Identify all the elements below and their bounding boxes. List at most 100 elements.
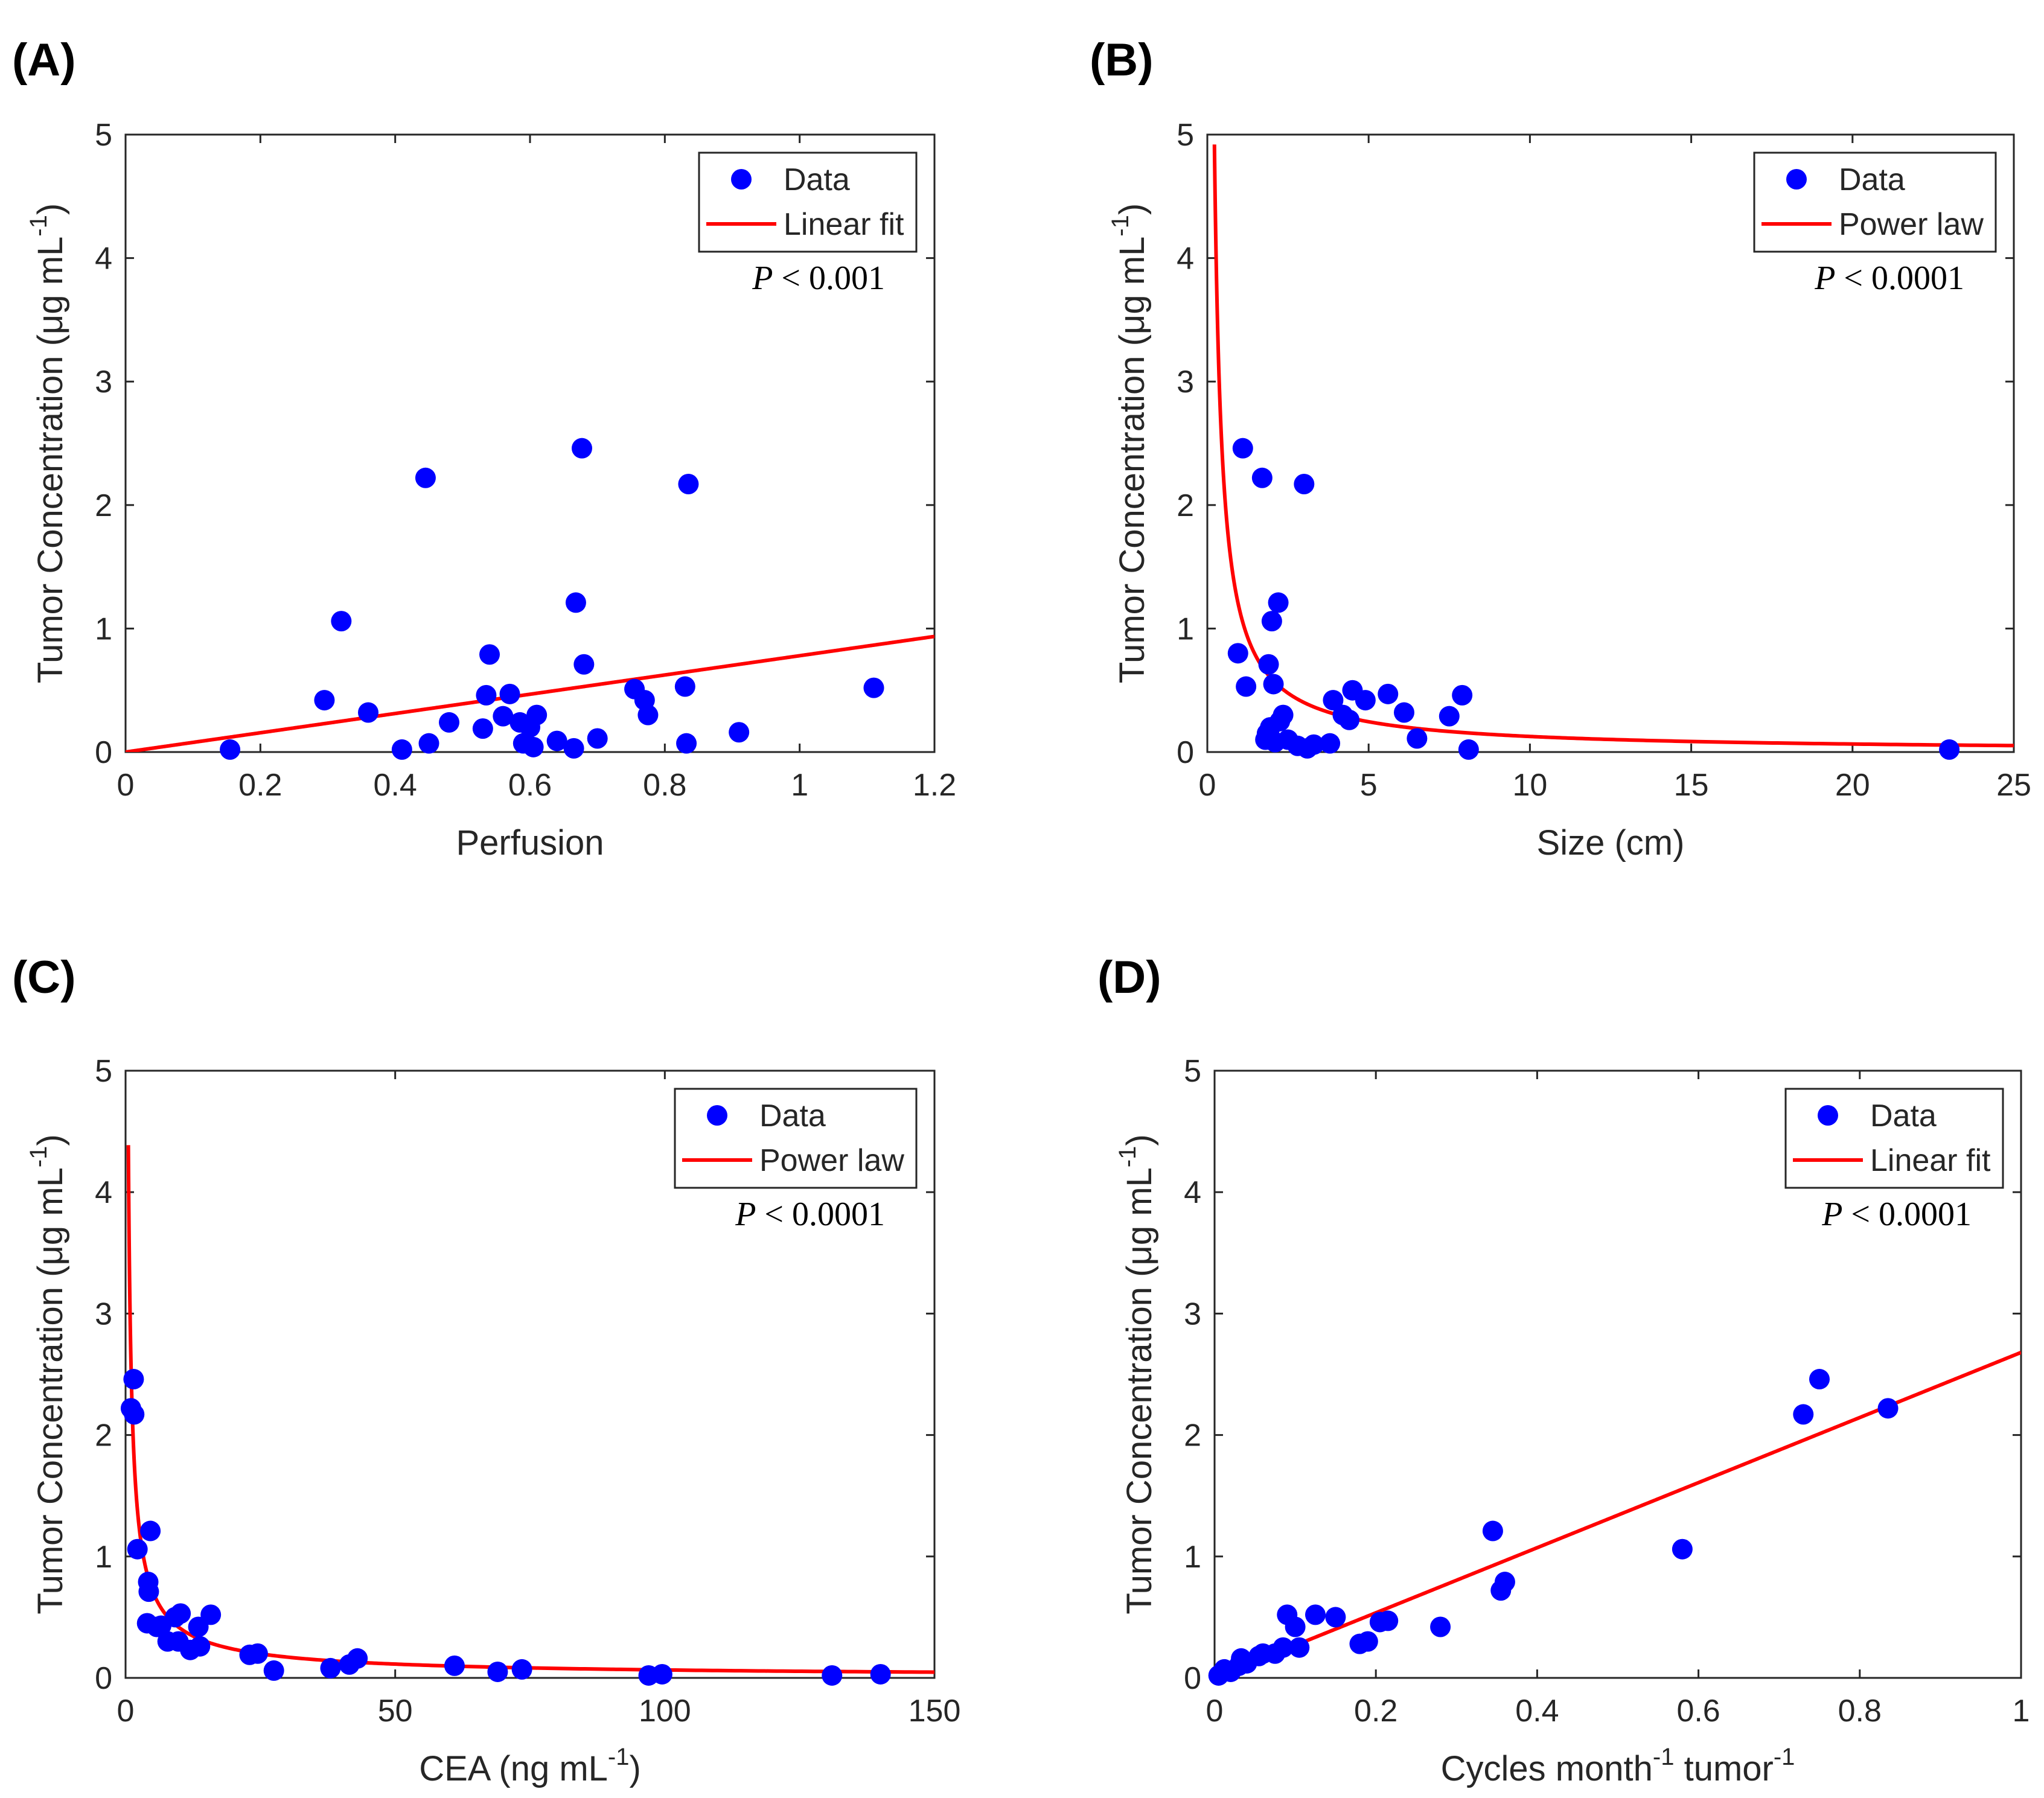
x-tick-label: 0 (1206, 1694, 1224, 1729)
y-axis-label-text: Tumor Concentration (μg mL (31, 1167, 70, 1614)
y-tick-label: 1 (1177, 611, 1194, 646)
p-value-text: < 0.0001 (756, 1196, 885, 1233)
legend-label-data: Data (784, 162, 850, 197)
y-tick-label: 2 (95, 1418, 112, 1453)
x-tick-label: 20 (1835, 768, 1870, 803)
legend-box (1784, 1088, 2004, 1189)
data-point (546, 730, 567, 751)
y-tick-label: 3 (95, 1296, 112, 1331)
x-tick-label: 1.2 (913, 768, 956, 803)
axes-box (1213, 1070, 2022, 1679)
x-axis-label: Cycles month-1 tumor-1 (1441, 1744, 1795, 1788)
panel-label: (B) (1090, 34, 1154, 86)
x-tick-label: 0.6 (1676, 1694, 1720, 1729)
legend-label-data: Data (759, 1098, 826, 1133)
data-point (314, 690, 335, 711)
data-point (331, 611, 352, 632)
data-point (523, 736, 544, 757)
data-point (418, 733, 439, 754)
p-value-symbol: P (1821, 1196, 1842, 1233)
y-tick-label: 1 (95, 1540, 112, 1575)
data-point (358, 702, 378, 723)
x-tick-label: 0.4 (1515, 1694, 1559, 1729)
legend-label-fit: Linear fit (1870, 1143, 1991, 1178)
y-tick-label: 0 (95, 735, 112, 770)
y-tick-label: 5 (1184, 1054, 1201, 1089)
data-point (140, 1520, 161, 1541)
panel-a: (A) 0 0.2 0.4 0.6 0.8 1 1.2 0 1 2 3 4 5 Perfusion Tumor… (12, 34, 956, 862)
y-tick-label: 1 (95, 611, 112, 646)
data-point (1268, 592, 1289, 613)
y-tick-label: 3 (1177, 365, 1194, 400)
data-point (1393, 702, 1414, 723)
x-tick-label: 0 (1199, 768, 1216, 803)
fit-line (126, 634, 934, 752)
data-point (587, 728, 608, 749)
x-axis-label-text: Perfusion (456, 823, 604, 862)
data-point (526, 704, 548, 725)
y-axis-label: Tumor Concentration (μg mL-1) (25, 1134, 70, 1614)
y-tick-label: 2 (95, 488, 112, 523)
legend-marker-data (707, 1105, 727, 1126)
data-point (1325, 1607, 1346, 1628)
y-axis-label-tail: ) (31, 1134, 70, 1146)
data-point (1236, 676, 1257, 697)
data-point (563, 738, 584, 759)
x-axis-label: Size (cm) (1537, 823, 1685, 862)
data-point (1289, 1637, 1310, 1658)
y-tick-label: 2 (1184, 1418, 1201, 1453)
y-tick-label: 2 (1177, 488, 1194, 523)
x-tick-label: 100 (639, 1694, 691, 1729)
data-point (1339, 709, 1360, 730)
data-point (1809, 1369, 1830, 1390)
x-axis-label-mid: tumor (1674, 1749, 1773, 1788)
x-tick-label: 0 (117, 768, 135, 803)
data-point (347, 1648, 368, 1669)
x-tick-label: 0.8 (1838, 1694, 1882, 1729)
data-point (263, 1660, 284, 1681)
data-point (729, 722, 750, 743)
data-point (1452, 684, 1473, 706)
x-axis-label: CEA (ng mL-1) (419, 1744, 641, 1788)
y-axis-label-tail: ) (1120, 1134, 1159, 1146)
legend-marker-data (731, 169, 752, 190)
data-point (1355, 690, 1376, 711)
data-point (124, 1404, 145, 1425)
y-axis-label: Tumor Concentration (μg mL-1) (25, 203, 70, 683)
x-axis-label-sup: -1 (608, 1744, 630, 1770)
legend-box (698, 151, 918, 253)
data-point (415, 467, 436, 488)
x-axis-label-sup: -1 (1653, 1744, 1675, 1770)
data-point (1273, 1637, 1294, 1658)
panel-b: (B) 0 5 10 15 20 25 0 1 2 3 4 5 Size (cm) Tumor Concen… (1090, 34, 2031, 862)
x-tick-label: 15 (1674, 768, 1709, 803)
legend-label-fit: Power law (759, 1143, 904, 1178)
x-tick-label: 1 (791, 768, 808, 803)
data-point (1273, 704, 1294, 725)
y-axis-label-tail: ) (31, 203, 70, 215)
data-point (1261, 611, 1282, 632)
data-point (1378, 1610, 1399, 1631)
y-axis-label-text: Tumor Concentration (μg mL (1113, 237, 1152, 683)
p-value-annotation: P < 0.0001 (1821, 1196, 1972, 1233)
y-tick-label: 0 (1184, 1661, 1201, 1696)
x-tick-label: 0.2 (1354, 1694, 1397, 1729)
x-tick-label: 0 (117, 1694, 135, 1729)
panel-label: (D) (1097, 952, 1161, 1003)
x-tick-label: 25 (1996, 768, 2031, 803)
data-point (1494, 1572, 1515, 1593)
data-point (391, 739, 412, 760)
data-point (1482, 1520, 1503, 1541)
x-axis-label-text: Cycles month (1441, 1749, 1653, 1788)
data-point (678, 474, 699, 495)
panel-label: (C) (12, 952, 76, 1003)
x-axis-label-sup2: -1 (1774, 1744, 1795, 1770)
data-point (637, 704, 659, 725)
y-tick-label: 4 (1184, 1175, 1201, 1210)
data-point (573, 654, 595, 675)
y-axis-label-sup: -1 (25, 215, 52, 237)
data-point (1303, 734, 1324, 755)
p-value-symbol: P (1814, 260, 1835, 297)
